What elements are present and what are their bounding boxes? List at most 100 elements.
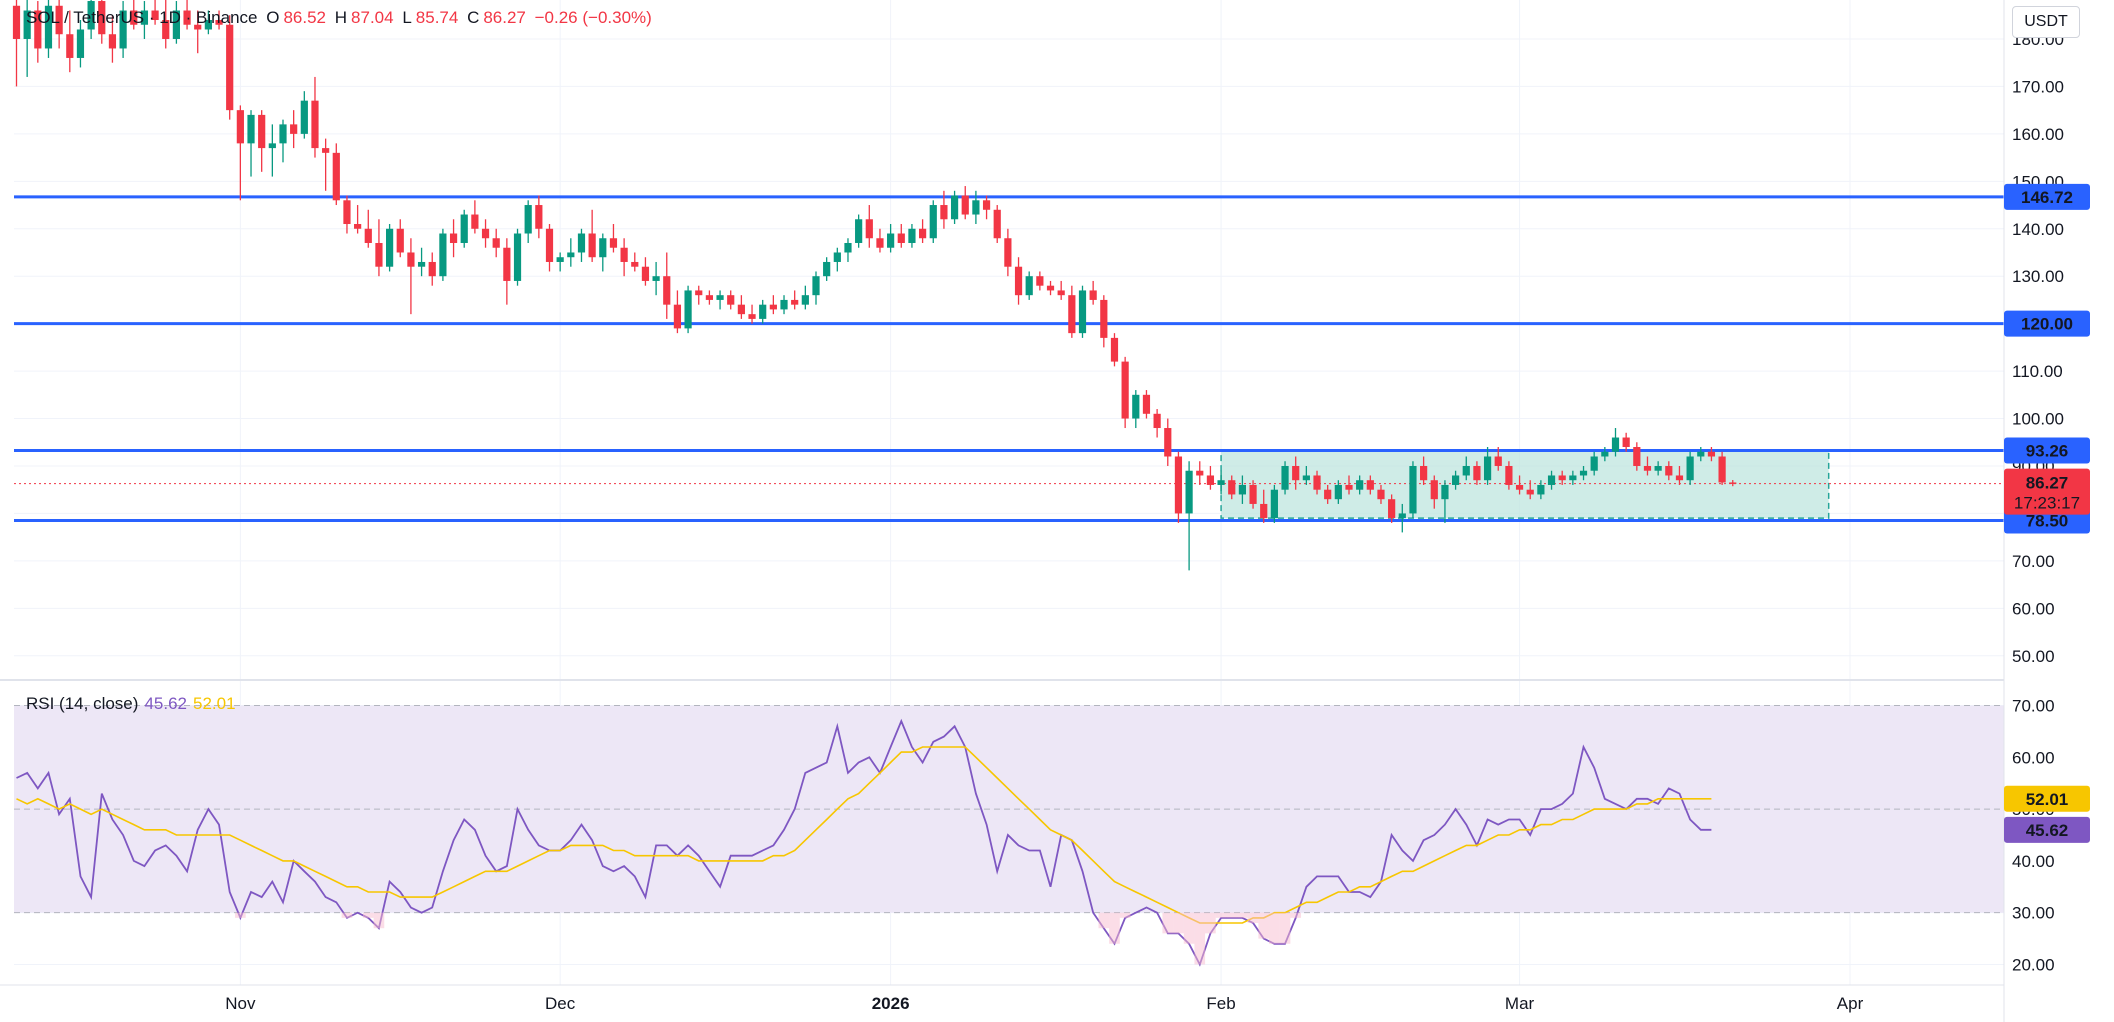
candle-body — [460, 214, 468, 243]
candle — [1707, 447, 1716, 462]
candle-body — [417, 261, 426, 267]
candle-body — [833, 252, 841, 262]
candle — [748, 304, 756, 324]
rsi-value-tag-bg — [2004, 816, 2090, 843]
candle-body — [737, 304, 745, 315]
rsi-value-tag-text: 45.62 — [2026, 821, 2069, 840]
candle — [1249, 480, 1257, 509]
candle-body — [1505, 465, 1513, 485]
horizontal-levels[interactable] — [14, 195, 2004, 523]
candle-body — [535, 205, 543, 229]
candle-body — [66, 34, 74, 58]
candle-body — [823, 261, 831, 277]
candle — [993, 205, 1001, 243]
candle-body — [663, 276, 671, 305]
candle — [769, 295, 777, 315]
candle — [1505, 461, 1513, 490]
rsi-tick-label: 70.00 — [2012, 697, 2055, 716]
candle-body — [268, 143, 276, 149]
candle — [236, 105, 244, 201]
candle-body — [652, 276, 660, 281]
candle — [98, 0, 106, 44]
candle — [1100, 295, 1108, 348]
candle — [1643, 456, 1652, 476]
candle — [1601, 447, 1609, 462]
candle-body — [1164, 428, 1172, 457]
candle — [908, 224, 916, 248]
candle — [1515, 475, 1524, 495]
candle — [1430, 475, 1438, 509]
candle — [1622, 432, 1630, 452]
candle — [300, 91, 308, 139]
rsi-title[interactable]: RSI (14, close) — [26, 694, 139, 713]
candle — [524, 200, 532, 243]
candle — [1356, 475, 1364, 495]
candle — [652, 261, 660, 296]
candle-body — [1313, 475, 1321, 490]
open-value: 86.52 — [283, 8, 327, 27]
level-price-tag-bg — [2004, 183, 2090, 210]
candle — [87, 0, 95, 39]
candle-body — [1430, 480, 1438, 500]
candle-body — [204, 20, 212, 30]
candle-body — [908, 228, 916, 243]
candle-body — [961, 195, 969, 215]
candle-body — [1334, 484, 1342, 500]
candle — [322, 138, 330, 191]
candle — [599, 233, 607, 272]
candle — [716, 290, 724, 310]
candle-body — [673, 304, 682, 329]
currency-button[interactable]: USDT — [2012, 6, 2080, 38]
candle-body — [407, 252, 415, 267]
candle-body — [279, 124, 287, 144]
candle — [1537, 480, 1545, 500]
candle — [1398, 503, 1406, 533]
candle-body — [364, 228, 372, 243]
candle — [1217, 470, 1225, 495]
candle — [705, 290, 713, 305]
candle — [887, 224, 895, 253]
high-value: 87.04 — [351, 8, 394, 27]
candle — [1121, 356, 1129, 429]
candle — [1345, 475, 1353, 495]
candle-body — [684, 290, 692, 329]
level-price-tag-text: 120.00 — [2021, 315, 2073, 334]
candle — [1004, 228, 1012, 277]
candle — [247, 110, 255, 177]
candle-body — [194, 24, 202, 30]
candle — [428, 252, 436, 286]
candle — [1483, 447, 1492, 485]
candle-body — [428, 261, 436, 277]
candle — [449, 219, 458, 258]
candle — [1388, 494, 1396, 523]
time-tick-label: Mar — [1505, 994, 1535, 1013]
candle — [76, 20, 85, 68]
candle — [396, 219, 404, 258]
candle-body — [140, 10, 149, 25]
candle-body — [1633, 447, 1641, 466]
candle — [1036, 271, 1044, 291]
candle-body — [769, 304, 777, 310]
candle — [1078, 285, 1087, 338]
candle — [940, 190, 948, 229]
candle-body — [1132, 394, 1140, 419]
candle-body — [705, 295, 713, 300]
candle — [1014, 257, 1023, 305]
candle-body — [1398, 513, 1406, 519]
symbol-title[interactable]: SOL / TetherUS · 1D · Binance — [26, 8, 258, 27]
countdown-text: 17:23:17 — [2014, 494, 2080, 513]
time-axis[interactable]: Nov Dec 2026 Feb Mar Apr — [225, 994, 1863, 1013]
candle-body — [183, 10, 191, 25]
candle — [855, 214, 863, 248]
candle — [1633, 442, 1641, 471]
candle-body — [1238, 484, 1246, 495]
level-price-tag-bg — [2004, 310, 2090, 337]
range-box[interactable] — [1220, 449, 1830, 519]
range-rectangle[interactable] — [1220, 449, 1830, 519]
rsi-ma-line — [16, 746, 1712, 924]
candle — [1313, 470, 1321, 495]
candle — [23, 0, 31, 77]
candle-body — [812, 276, 820, 296]
